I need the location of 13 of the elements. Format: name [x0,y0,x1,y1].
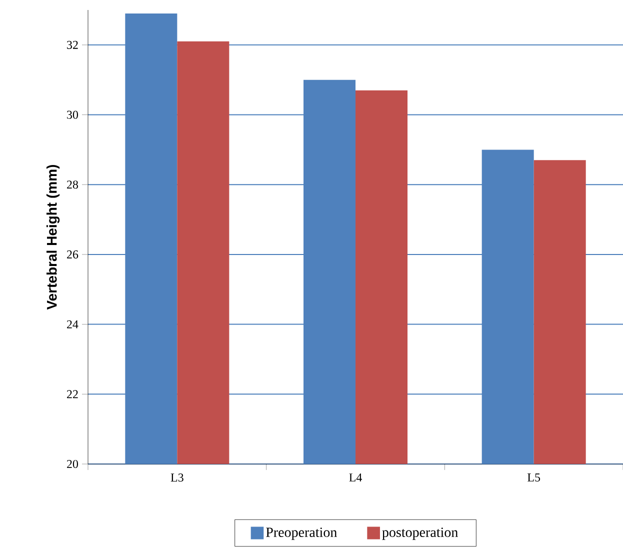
x-tick-label: L3 [170,474,184,482]
x-tick-label: L5 [528,474,540,482]
legend-label: Preoperation [266,528,337,540]
y-tick-label: 30 [67,110,78,119]
y-axis-title: Vertebral Height (mm) [46,164,60,310]
y-tick-label: 28 [67,180,78,189]
y-tick-label: 22 [67,390,78,398]
x-tick-label: L4 [349,474,362,482]
legend-label: postoperation [382,528,458,540]
y-tick-label: 24 [67,320,78,328]
y-tick-label: 26 [67,250,78,258]
y-tick-label: 20 [67,460,78,468]
y-tick-label: 32 [67,40,78,49]
